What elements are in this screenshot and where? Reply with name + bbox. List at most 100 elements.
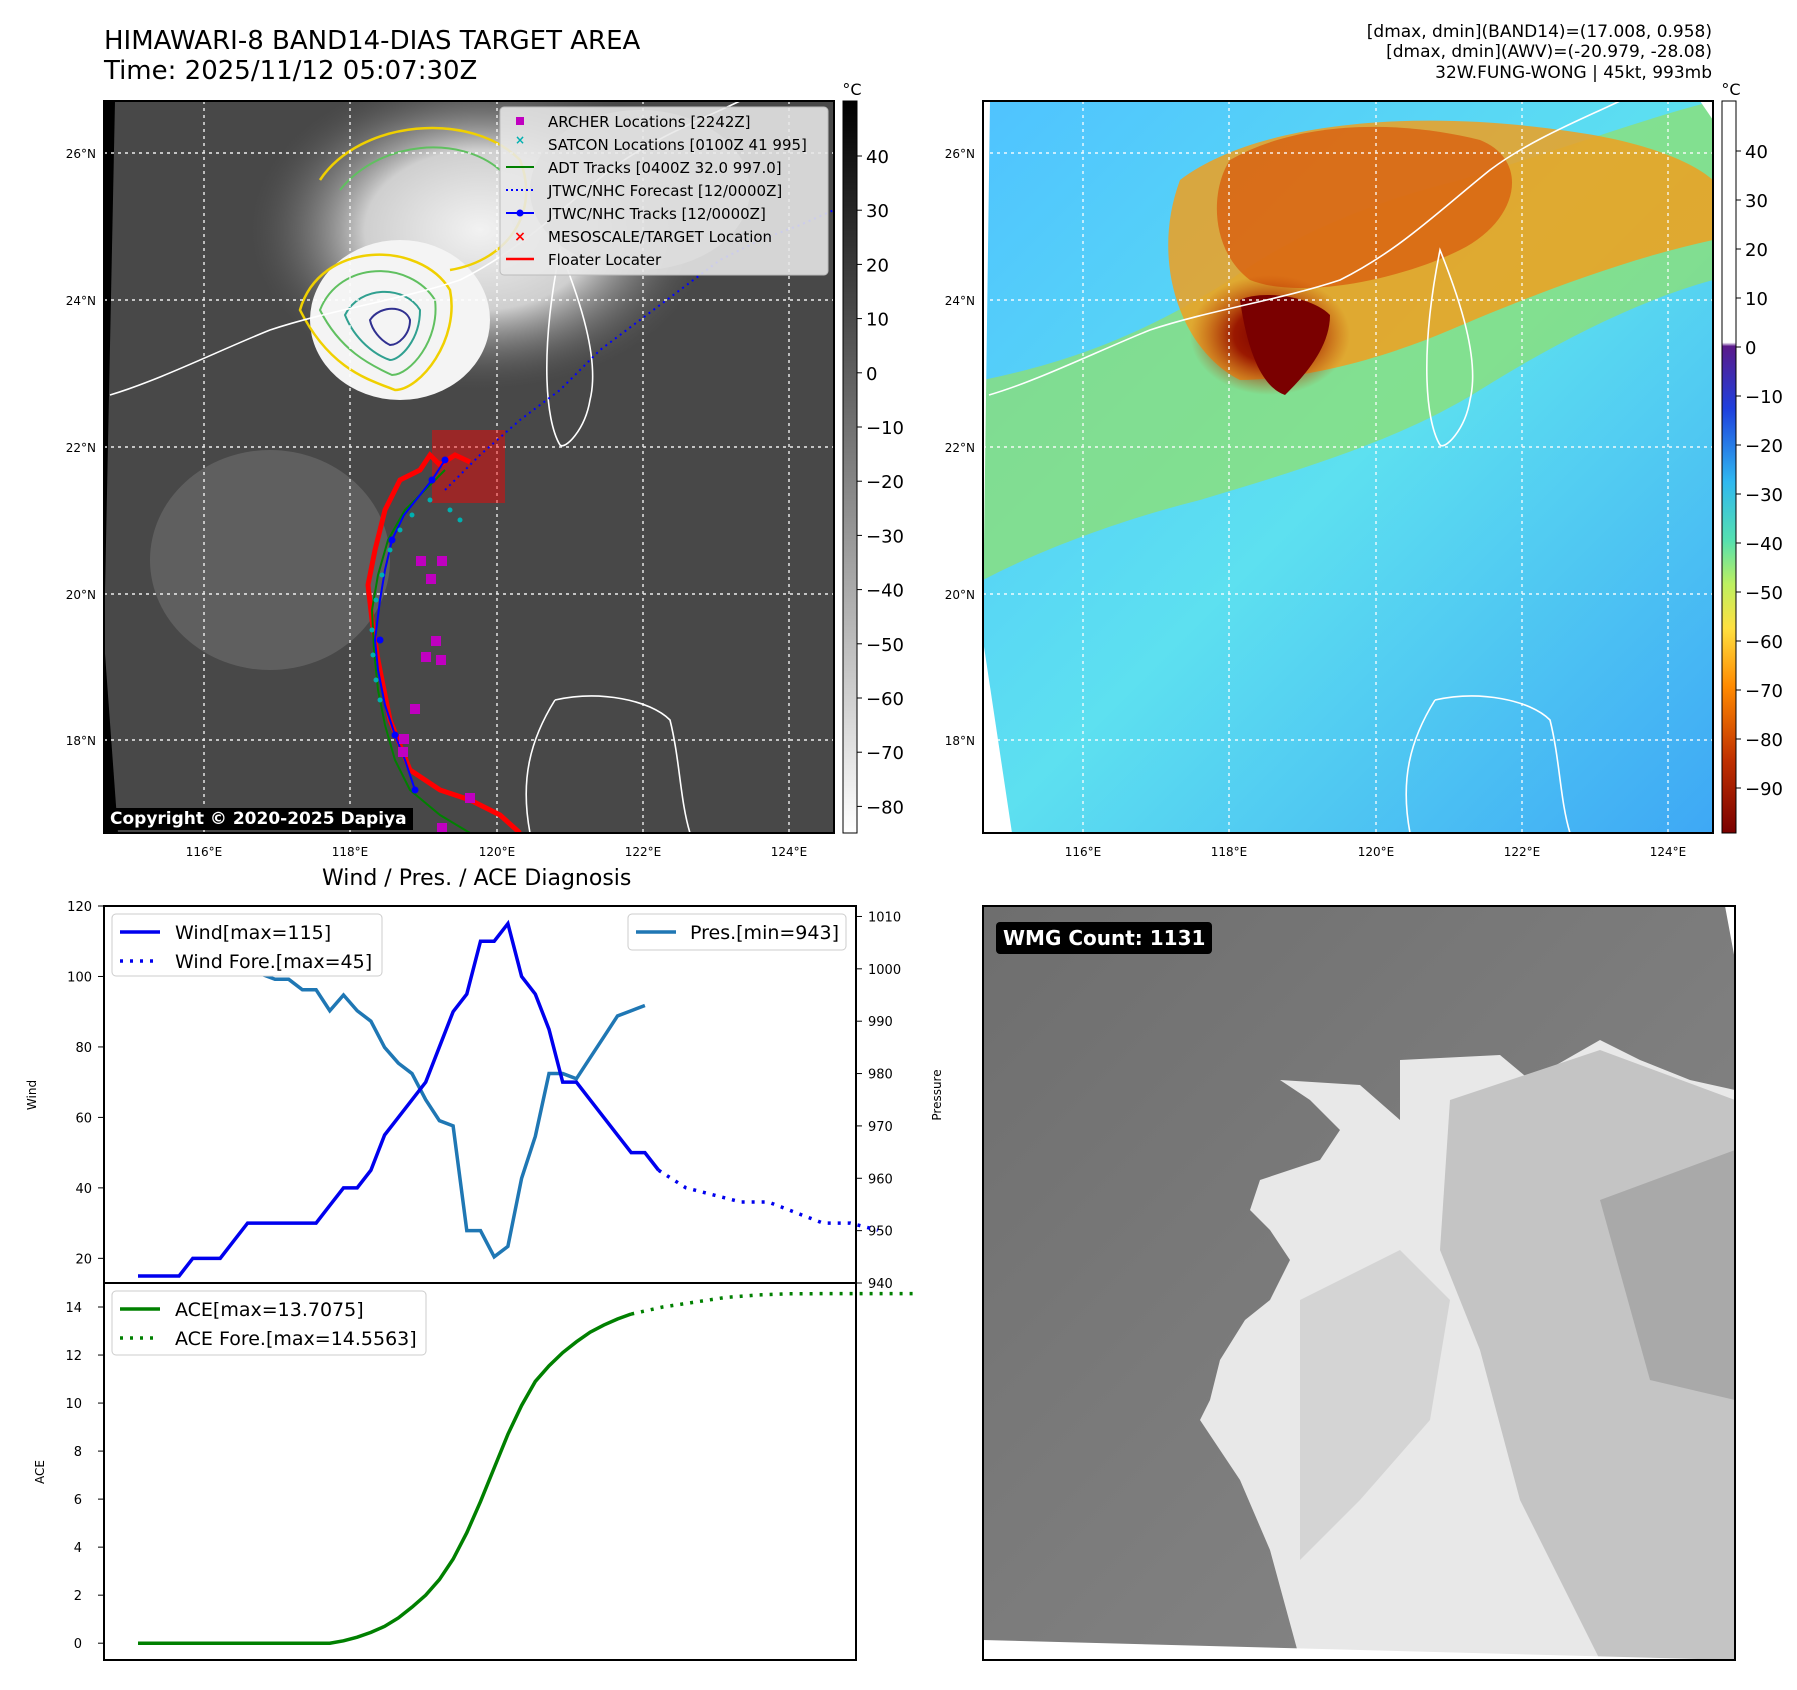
wind-line (138, 919, 660, 1278)
ir-panel-frame (103, 100, 835, 834)
colorbar-tick-label: 30 (1745, 191, 1768, 212)
colorbar-tick-label: −80 (866, 797, 904, 818)
chart-title-line1: HIMAWARI-8 BAND14-DIAS TARGET AREA (104, 26, 641, 56)
ace-tick-label: 0 (74, 1637, 82, 1652)
archer-points (398, 556, 475, 833)
lat-tick-label: 22°N (945, 441, 975, 455)
ir-colorbar-unit: °C (842, 80, 861, 99)
ir-colorbar-ticks: 40 30 20 10 0 −10 −20 −30 −40 −50 −60 −70 −80 °C (842, 80, 904, 818)
pressure-legend: Pres.[min=943] (627, 913, 847, 951)
jtwc-forecast-line (444, 209, 834, 491)
lat-tick-label: 18°N (66, 734, 96, 748)
ir-colorbar (842, 100, 858, 834)
archer-legend-marker (516, 117, 524, 125)
lon-tick-label: 118°E (1211, 845, 1248, 859)
wind-tick-label: 60 (75, 1111, 92, 1126)
lon-tick-label: 120°E (1358, 845, 1395, 859)
colorbar-tick-label: 40 (1745, 142, 1768, 163)
colorbar-tick-label: 10 (1745, 289, 1768, 310)
lon-tick-label: 116°E (186, 845, 223, 859)
chart-title-line2: Time: 2025/11/12 05:07:30Z (104, 56, 478, 86)
colorbar-tick-label: 0 (866, 364, 877, 385)
pressure-tick-label: 1010 (868, 910, 901, 925)
ace-forecast-legend-label: ACE Fore.[max=14.5563] (175, 1328, 417, 1350)
wind-tick-label: 100 (67, 970, 92, 985)
mesoscale-legend-marker: × (514, 229, 526, 245)
legend-label: SATCON Locations [0100Z 41 995] (548, 136, 807, 154)
colorbar-tick-label: 30 (866, 201, 889, 222)
colorbar-tick-label: −70 (866, 743, 904, 764)
lat-tick-label: 20°N (66, 588, 96, 602)
info-line2: [dmax, dmin](AWV)=(-20.979, -28.08) (1386, 42, 1712, 62)
ace-tick-label: 6 (74, 1493, 82, 1508)
colorbar-tick-label: −50 (1745, 583, 1783, 604)
pressure-tick-label: 990 (868, 1015, 893, 1030)
colorbar-tick-label: −80 (1745, 730, 1783, 751)
lat-tick-label: 18°N (945, 734, 975, 748)
lat-tick-label: 26°N (945, 147, 975, 161)
ace-legend-label: ACE[max=13.7075] (175, 1299, 364, 1321)
diagnosis-title: Wind / Pres. / ACE Diagnosis (322, 866, 632, 891)
pressure-tick-label: 970 (868, 1120, 893, 1135)
colorbar-tick-label: −90 (1745, 779, 1783, 800)
lon-tick-label: 124°E (771, 845, 808, 859)
colorbar-tick-label: −40 (1745, 534, 1783, 555)
colorbar-tick-label: −30 (866, 526, 904, 547)
map-axis-labels: 26°N 26°N 24°N 24°N 22°N 22°N 20°N 20°N 18°N 18°N… (66, 147, 1687, 859)
wind-legend-label: Wind[max=115] (175, 922, 331, 944)
colorbar-tick-label: −10 (1745, 387, 1783, 408)
pressure-tick-label: 960 (868, 1172, 893, 1187)
info-line1: [dmax, dmin](BAND14)=(17.008, 0.958) (1366, 22, 1712, 42)
wmg-count-badge: WMG Count: 1131 (996, 922, 1213, 954)
ace-axis-label: ACE (33, 1460, 47, 1484)
wind-tick-label: 80 (75, 1041, 92, 1056)
target-area-box (432, 430, 505, 503)
wind-axis-label: Wind (25, 1080, 39, 1110)
lat-tick-label: 24°N (66, 294, 96, 308)
lat-tick-label: 20°N (945, 588, 975, 602)
legend-label: ARCHER Locations [2242Z] (548, 113, 751, 131)
wind-legend: Wind[max=115] Wind Fore.[max=45] (111, 913, 383, 977)
ace-chart: 0 2 4 6 8 10 12 14 ACE[max=13.7075] ACE Fore.[m… (65, 1282, 915, 1661)
legend-label: MESOSCALE/TARGET Location (548, 228, 772, 246)
wind-pressure-chart: 20 40 60 80 100 120 940 950 960 970 980 990 1000 1010… (67, 900, 901, 1292)
pressure-tick-label: 1000 (868, 963, 901, 978)
ace-tick-label: 10 (65, 1397, 82, 1412)
colorbar-tick-label: 20 (1745, 240, 1768, 261)
satcon-legend-marker: × (515, 133, 525, 147)
ace-line (138, 1312, 632, 1645)
ace-tick-label: 4 (74, 1541, 82, 1556)
lon-tick-label: 124°E (1650, 845, 1687, 859)
info-line3: 32W.FUNG-WONG | 45kt, 993mb (1435, 63, 1712, 83)
wind-forecast-legend-label: Wind Fore.[max=45] (175, 951, 372, 973)
lat-tick-label: 22°N (66, 441, 96, 455)
lon-tick-label: 118°E (332, 845, 369, 859)
wv-panel-frame (982, 100, 1714, 834)
wind-forecast-line (657, 1168, 879, 1232)
colorbar-tick-label: −20 (1745, 436, 1783, 457)
colorbar-tick-label: 10 (866, 310, 889, 331)
lat-tick-label: 24°N (945, 294, 975, 308)
colorbar-tick-label: −60 (1745, 632, 1783, 653)
lon-tick-label: 122°E (1504, 845, 1541, 859)
pressure-tick-label: 950 (868, 1225, 893, 1240)
colorbar-tick-label: −40 (866, 581, 904, 602)
lat-tick-label: 26°N (66, 147, 96, 161)
water-vapor-panel (983, 101, 1713, 833)
colorbar-tick-label: −20 (866, 472, 904, 493)
colorbar-tick-label: −60 (866, 689, 904, 710)
wind-tick-label: 120 (67, 900, 92, 915)
satcon-points (369, 497, 463, 703)
ace-legend: ACE[max=13.7075] ACE Fore.[max=14.5563] (111, 1290, 427, 1356)
lon-tick-label: 116°E (1065, 845, 1102, 859)
ace-tick-label: 14 (65, 1301, 82, 1316)
colorbar-tick-label: 0 (1745, 338, 1756, 359)
colorbar-tick-label: −70 (1745, 681, 1783, 702)
wind-tick-label: 40 (75, 1182, 92, 1197)
legend-label: JTWC/NHC Tracks [12/0000Z] (547, 205, 766, 223)
colorbar-tick-label: −50 (866, 635, 904, 656)
copyright-label: Copyright © 2020-2025 Dapiya (104, 808, 413, 830)
colorbar-tick-label: 20 (866, 255, 889, 276)
adt-track (370, 469, 471, 833)
